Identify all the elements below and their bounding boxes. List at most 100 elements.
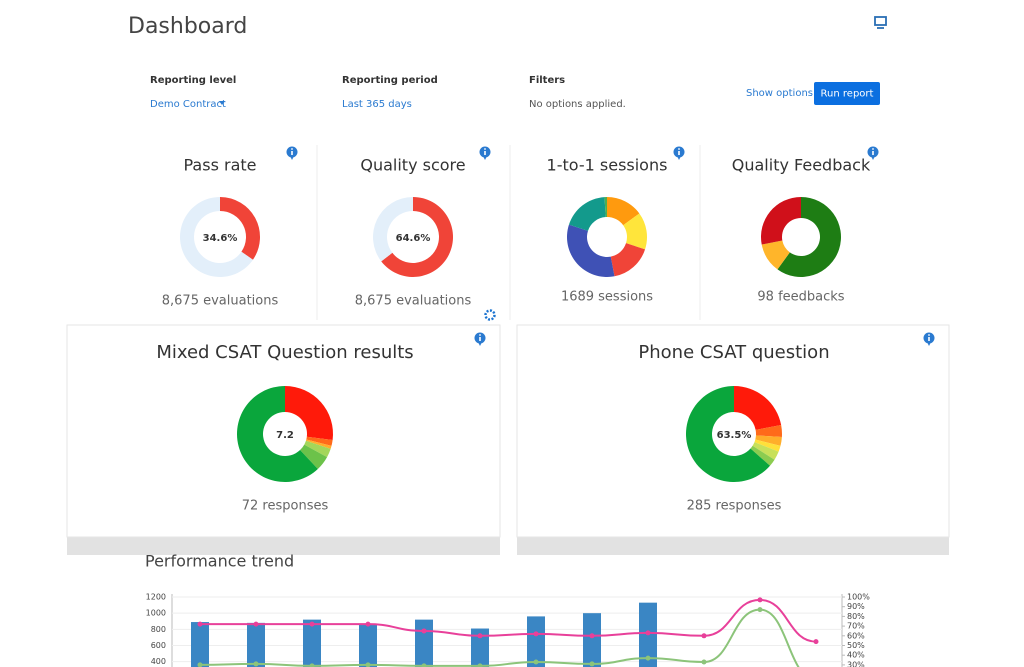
line-point (309, 663, 315, 667)
donut-segment (237, 386, 318, 482)
monitor-icon[interactable] (874, 16, 887, 29)
bar (583, 613, 601, 667)
panel-caption: 285 responses (687, 499, 782, 514)
donut-segment (300, 444, 328, 469)
filter-value[interactable]: Last 365 days (342, 99, 412, 110)
donut-segment (304, 440, 331, 458)
info-icon-i (872, 151, 874, 155)
filter-label: Reporting level (150, 75, 236, 86)
filter-value: No options applied. (529, 99, 626, 110)
donut-segment (623, 213, 647, 250)
info-icon-dot (484, 148, 486, 150)
donut-segment (752, 442, 779, 460)
show-options[interactable]: Show options (746, 88, 813, 99)
line-point (253, 661, 259, 667)
y-tick-label: 1000 (146, 609, 166, 618)
donut-segment (750, 445, 775, 466)
panel-caption: 72 responses (242, 499, 329, 514)
donut-segment (761, 240, 790, 270)
info-icon-dot (872, 148, 874, 150)
info-icon-i (484, 151, 486, 155)
donut-segment (568, 197, 606, 231)
y2-tick-label: 40% (847, 651, 865, 660)
donut-segment (306, 436, 333, 446)
settings-icon[interactable] (484, 309, 496, 321)
filter-label: Filters (529, 75, 565, 86)
y-tick-label: 400 (151, 657, 166, 666)
line-point (309, 621, 315, 627)
card-title: Pass rate (184, 156, 257, 175)
info-icon-dot (479, 334, 481, 336)
line-point (757, 607, 763, 613)
info-icon-tail (871, 156, 875, 160)
trend-line (199, 608, 800, 667)
line-point (701, 633, 707, 639)
line-point (421, 628, 427, 634)
card-caption: 98 feedbacks (757, 290, 844, 305)
panel-title: Mixed CSAT Question results (156, 342, 413, 363)
info-icon-dot (291, 148, 293, 150)
y2-tick-label: 60% (847, 631, 865, 640)
line-point (253, 621, 259, 627)
donut-segment (607, 197, 640, 226)
line-point (645, 655, 651, 661)
info-icon-tail (478, 342, 482, 346)
info-icon-tail (290, 156, 294, 160)
donut-center-label: 64.6% (396, 233, 431, 244)
line-point (477, 663, 483, 667)
info-icon-i (479, 337, 481, 341)
line-point (589, 661, 595, 667)
line-point (701, 659, 707, 665)
card-separators (316, 145, 701, 320)
y2-tick-label: 90% (847, 602, 865, 611)
y2-tick-label: 80% (847, 612, 865, 621)
info-icon-i (928, 337, 930, 341)
y-tick-label: 800 (151, 625, 166, 634)
donut-segment (761, 197, 801, 245)
info-icon-tail (677, 156, 681, 160)
filter-value[interactable]: Demo Contract (150, 99, 226, 110)
y2-tick-label: 100% (847, 593, 870, 602)
csat-panels (66, 324, 950, 555)
donut-segment (610, 243, 646, 277)
donut-segment (567, 224, 615, 277)
info-icon-dot (928, 334, 930, 336)
line-point (197, 662, 203, 667)
trend-line (200, 598, 817, 643)
donut-center-label: 34.6% (203, 233, 238, 244)
bar (527, 616, 545, 667)
donut-segment (686, 386, 771, 482)
donut-segment (755, 435, 782, 446)
donut-segment (754, 439, 781, 452)
bar (303, 619, 321, 667)
bar (415, 619, 433, 667)
y2-tick-label: 50% (847, 641, 865, 650)
card-title: Quality score (360, 156, 465, 175)
donut-segment (220, 197, 260, 260)
y2-tick-label: 70% (847, 622, 865, 631)
bar (359, 623, 377, 667)
donut-center-label: 63.5% (717, 430, 752, 441)
line-point (645, 630, 651, 636)
bar (191, 622, 209, 667)
run-report-button[interactable] (814, 82, 880, 105)
line-point (477, 633, 483, 639)
run-report-label[interactable]: Run report (821, 89, 874, 100)
line-point (533, 659, 539, 665)
info-icon-i (291, 151, 293, 155)
line-point (589, 633, 595, 639)
bar (471, 628, 489, 667)
donut-segment (285, 386, 333, 441)
y-tick-label: 1200 (146, 593, 166, 602)
line-point (421, 663, 427, 667)
donut-segment (305, 439, 332, 449)
donut-center-label: 7.2 (276, 430, 294, 441)
section-title: Performance trend (145, 552, 294, 571)
card-title: 1-to-1 sessions (547, 156, 668, 175)
card-caption: 8,675 evaluations (162, 294, 279, 309)
card-caption: 1689 sessions (561, 290, 653, 305)
donut-segment (604, 197, 607, 218)
info-icon-tail (927, 342, 931, 346)
